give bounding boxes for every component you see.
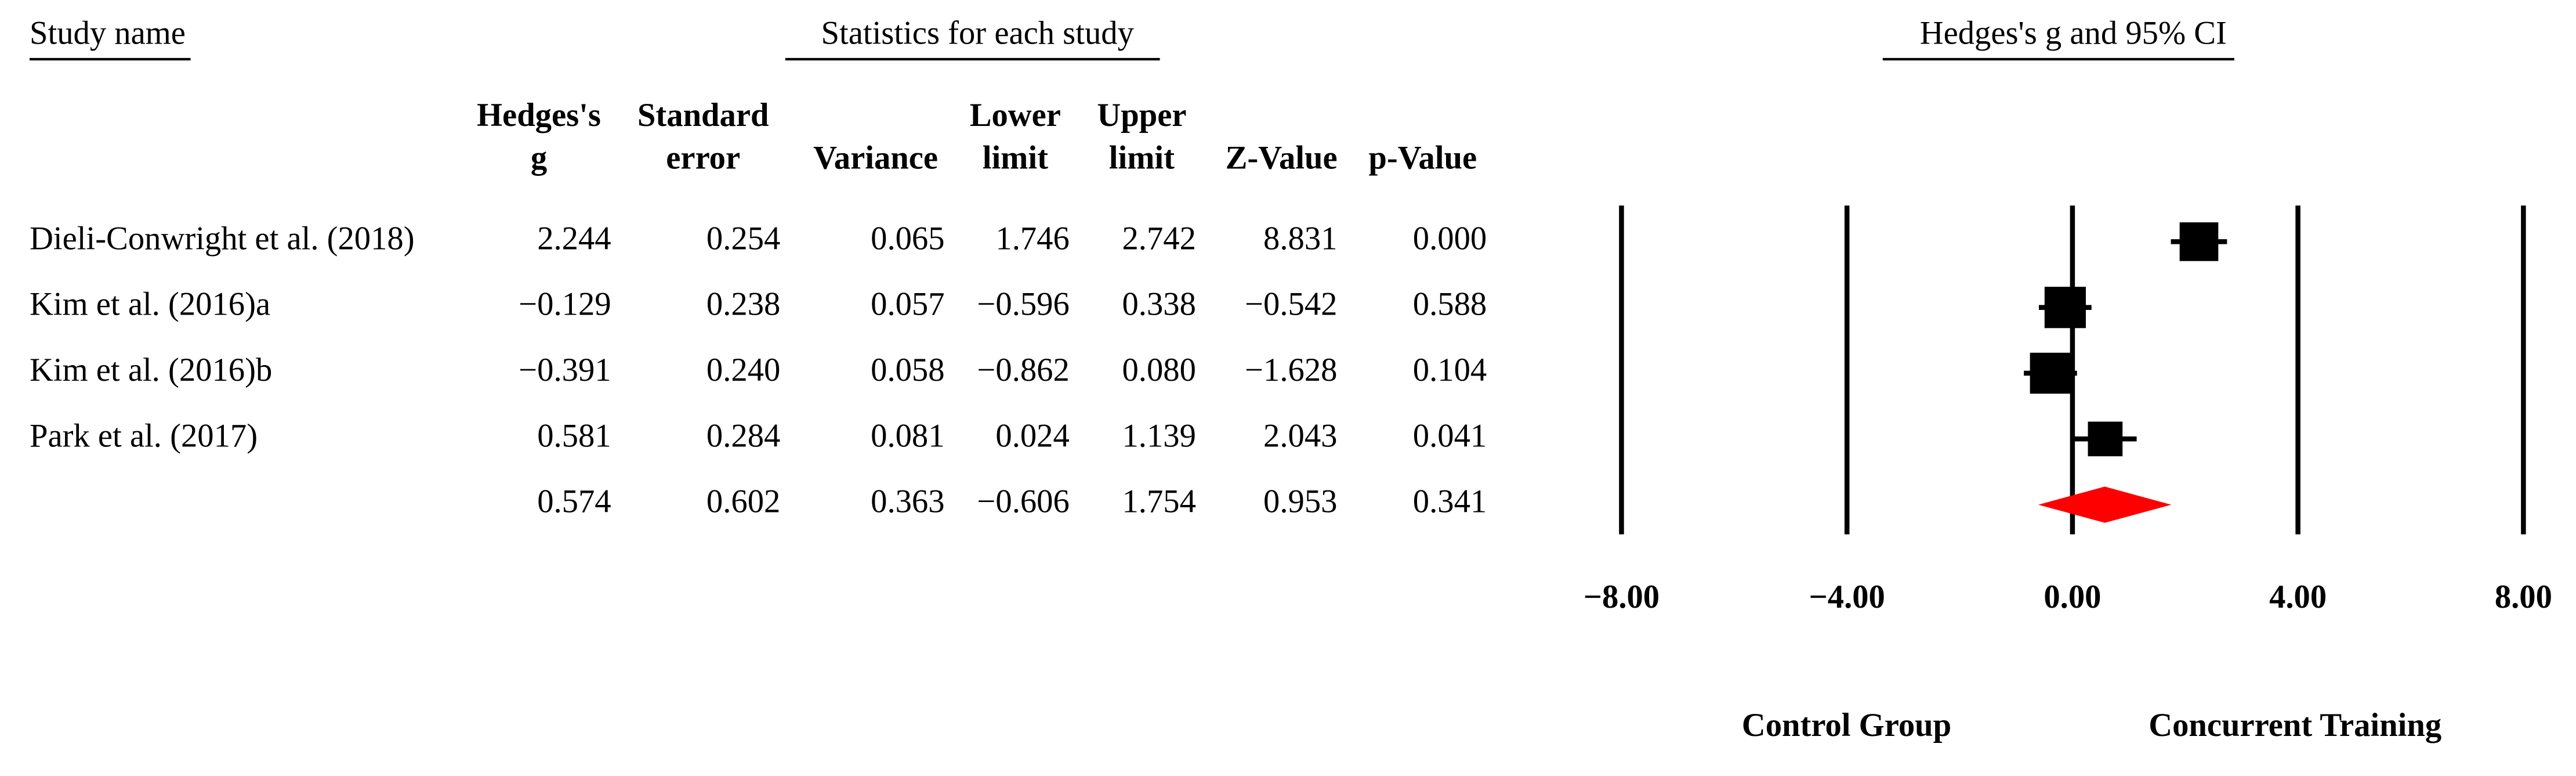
cell: 0.240 (707, 352, 780, 388)
right-label: Concurrent Training (2149, 708, 2441, 743)
cell: 0.254 (707, 221, 780, 257)
cell: 0.284 (707, 418, 780, 454)
column-header: Z-Value (1226, 140, 1338, 176)
cell: 0.057 (871, 287, 944, 323)
point-estimate (2179, 222, 2219, 261)
column-header: Lower (970, 98, 1061, 133)
x-tick-label: −8.00 (1584, 579, 1660, 615)
cell: 0.588 (1413, 287, 1487, 323)
cell: 0.602 (707, 484, 780, 520)
cell: 1.754 (1122, 484, 1195, 520)
study-name: Dieli-Conwright et al. (2018) (30, 221, 415, 257)
cell: −0.129 (519, 287, 611, 323)
column-header: Standard (637, 98, 769, 133)
x-tick-label: 8.00 (2495, 579, 2552, 615)
cell: −0.606 (977, 484, 1069, 520)
cell: −0.542 (1245, 287, 1337, 323)
left-label: Control Group (1742, 708, 1951, 743)
cell: 0.000 (1413, 221, 1487, 257)
x-tick-label: −4.00 (1809, 579, 1885, 615)
cell: 0.574 (537, 484, 611, 520)
cell: 0.065 (871, 221, 944, 257)
cell: 0.238 (707, 287, 780, 323)
study-name: Park et al. (2017) (30, 418, 258, 454)
column-header: Hedges's (477, 98, 601, 133)
cell: 0.341 (1413, 484, 1487, 520)
point-estimate (2030, 352, 2071, 394)
summary-diamond (2038, 486, 2172, 523)
cell: −0.391 (519, 352, 611, 388)
cell: 8.831 (1263, 221, 1337, 257)
cell: −0.596 (977, 287, 1069, 323)
cell: 2.742 (1122, 221, 1195, 257)
cell: 0.081 (871, 418, 944, 454)
cell: −0.862 (977, 352, 1069, 388)
cell: 0.363 (871, 484, 944, 520)
cell: 0.058 (871, 352, 944, 388)
x-tick-label: 4.00 (2269, 579, 2327, 615)
cell: 0.080 (1122, 352, 1195, 388)
column-header: error (666, 140, 740, 176)
cell: 0.338 (1122, 287, 1195, 323)
cell: 1.746 (995, 221, 1069, 257)
column-header: limit (983, 140, 1048, 176)
column-header: p-Value (1368, 140, 1477, 176)
column-header: g (531, 140, 547, 176)
study-name: Kim et al. (2016)a (30, 287, 270, 323)
column-header: limit (1109, 140, 1175, 176)
stats-header: Statistics for each study (821, 15, 1134, 51)
point-estimate (2044, 287, 2086, 329)
study-name: Kim et al. (2016)b (30, 352, 272, 388)
study-header: Study name (30, 15, 186, 51)
column-header: Variance (813, 140, 938, 176)
cell: 2.043 (1263, 418, 1337, 454)
cell: 2.244 (537, 221, 611, 257)
plot-header: Hedges's g and 95% CI (1920, 15, 2227, 51)
column-header: Upper (1097, 98, 1186, 133)
cell: −1.628 (1245, 352, 1337, 388)
x-tick-label: 0.00 (2044, 579, 2101, 615)
cell: 0.104 (1413, 352, 1487, 388)
cell: 0.581 (537, 418, 611, 454)
cell: 0.953 (1263, 484, 1337, 520)
point-estimate (2088, 421, 2123, 457)
cell: 0.041 (1413, 418, 1487, 454)
cell: 0.024 (995, 418, 1069, 454)
cell: 1.139 (1122, 418, 1195, 454)
